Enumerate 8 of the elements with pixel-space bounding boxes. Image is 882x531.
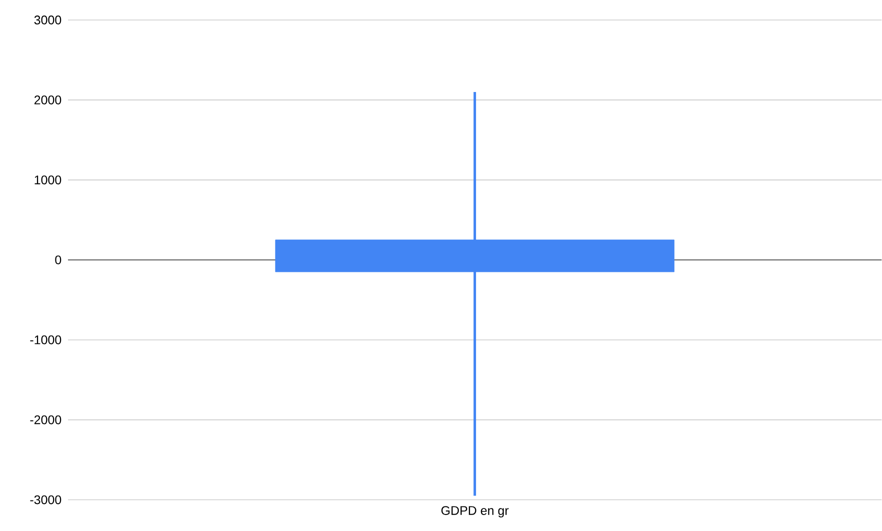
y-tick-label: 1000 — [34, 176, 62, 184]
y-tick-label: -2000 — [30, 416, 62, 424]
y-tick-label: -3000 — [30, 495, 62, 504]
x-tick-label: GDPD en gr — [441, 506, 509, 518]
y-tick-label: -1000 — [30, 336, 62, 344]
y-tick-label: 3000 — [34, 16, 62, 25]
y-tick-label: 0 — [55, 256, 62, 264]
y-tick-label: 2000 — [34, 96, 62, 104]
